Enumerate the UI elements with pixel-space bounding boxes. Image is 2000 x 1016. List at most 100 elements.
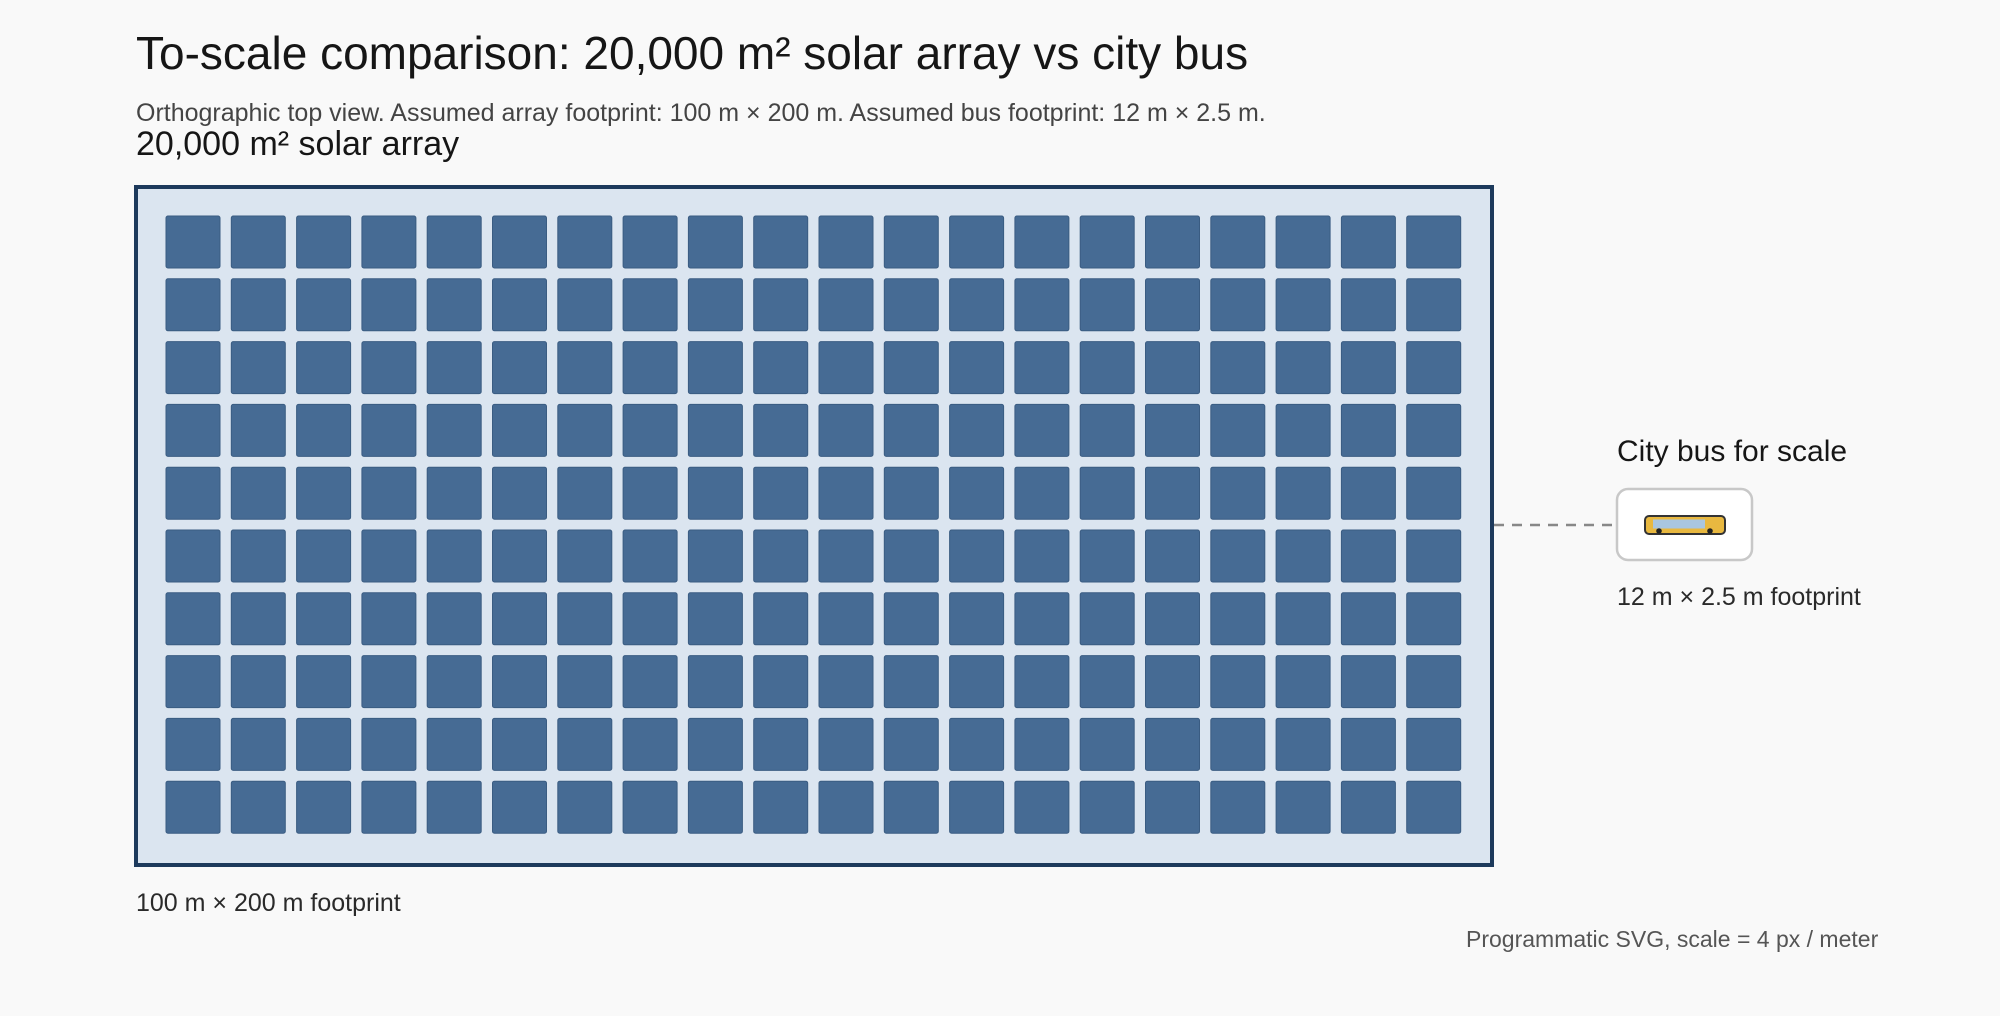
- solar-panel: [883, 592, 939, 646]
- solar-panel: [426, 278, 482, 332]
- solar-panel: [753, 655, 809, 709]
- solar-panel: [1210, 341, 1266, 395]
- solar-panel: [622, 592, 678, 646]
- solar-panel: [1145, 529, 1200, 583]
- solar-panel: [296, 278, 352, 332]
- solar-panel: [1210, 278, 1266, 332]
- solar-panel: [1406, 529, 1462, 583]
- solar-panel: [753, 592, 809, 646]
- solar-panel: [883, 341, 939, 395]
- bus-rear-wheel: [1707, 528, 1713, 534]
- solar-panel: [557, 466, 613, 520]
- solar-panel: [492, 466, 547, 520]
- solar-panel: [230, 403, 286, 457]
- solar-panel: [1406, 215, 1462, 269]
- solar-panel: [1406, 592, 1462, 646]
- solar-panel: [230, 341, 286, 395]
- solar-panel: [1210, 592, 1266, 646]
- solar-panel: [1340, 215, 1396, 269]
- solar-panel: [1079, 466, 1135, 520]
- solar-panel: [492, 215, 547, 269]
- solar-panel: [1014, 592, 1070, 646]
- solar-panel: [687, 403, 743, 457]
- solar-array-footprint-label: 100 m × 200 m footprint: [136, 889, 401, 917]
- solar-panel: [1079, 780, 1135, 834]
- solar-panel: [1210, 529, 1266, 583]
- solar-panel: [687, 529, 743, 583]
- solar-panel: [753, 717, 809, 771]
- solar-panel: [1210, 717, 1266, 771]
- bus-footprint-label: 12 m × 2.5 m footprint: [1617, 583, 1861, 611]
- solar-panel: [1079, 341, 1135, 395]
- solar-panel: [1275, 529, 1331, 583]
- solar-panel: [1079, 278, 1135, 332]
- solar-panel: [753, 780, 809, 834]
- solar-panel: [622, 278, 678, 332]
- solar-panel: [1014, 341, 1070, 395]
- solar-panel: [1145, 278, 1200, 332]
- solar-panel: [1145, 341, 1200, 395]
- solar-panel: [1406, 466, 1462, 520]
- solar-panel: [1014, 655, 1070, 709]
- solar-panel: [949, 717, 1005, 771]
- solar-panel: [296, 529, 352, 583]
- solar-panel: [1406, 655, 1462, 709]
- solar-panel: [1145, 466, 1200, 520]
- solar-panel: [1340, 341, 1396, 395]
- solar-panel: [557, 592, 613, 646]
- page-subtitle: Orthographic top view. Assumed array foo…: [136, 99, 1266, 127]
- solar-panel: [1145, 717, 1200, 771]
- solar-panel: [1340, 655, 1396, 709]
- solar-panel: [1014, 780, 1070, 834]
- solar-panel: [361, 341, 417, 395]
- solar-panel: [949, 403, 1005, 457]
- solar-panel: [949, 341, 1005, 395]
- solar-panel: [1340, 466, 1396, 520]
- solar-panel: [426, 529, 482, 583]
- solar-panel: [1275, 466, 1331, 520]
- solar-panel: [296, 592, 352, 646]
- solar-panel: [753, 341, 809, 395]
- solar-panel: [426, 780, 482, 834]
- solar-panel: [753, 215, 809, 269]
- solar-panel: [361, 215, 417, 269]
- solar-panel: [1210, 780, 1266, 834]
- solar-panel: [361, 529, 417, 583]
- solar-panel: [426, 341, 482, 395]
- solar-panel: [622, 529, 678, 583]
- page-title: To-scale comparison: 20,000 m² solar arr…: [136, 27, 1249, 79]
- solar-panel: [492, 592, 547, 646]
- solar-panel: [1275, 592, 1331, 646]
- solar-panel: [557, 780, 613, 834]
- solar-panel: [230, 278, 286, 332]
- solar-panel: [165, 529, 221, 583]
- solar-panel: [818, 592, 874, 646]
- solar-panel: [1210, 403, 1266, 457]
- solar-panel-grid: [165, 215, 1462, 834]
- solar-panel: [557, 403, 613, 457]
- solar-panel: [883, 655, 939, 709]
- solar-panel: [818, 717, 874, 771]
- solar-panel: [1275, 341, 1331, 395]
- solar-panel: [1014, 717, 1070, 771]
- solar-array-label: 20,000 m² solar array: [136, 125, 460, 163]
- solar-panel: [818, 215, 874, 269]
- solar-panel: [883, 278, 939, 332]
- bus-window-strip: [1653, 519, 1705, 529]
- solar-panel: [1014, 278, 1070, 332]
- solar-panel: [687, 341, 743, 395]
- solar-panel: [557, 655, 613, 709]
- solar-panel: [230, 466, 286, 520]
- solar-panel: [296, 215, 352, 269]
- solar-panel: [622, 780, 678, 834]
- solar-panel: [230, 780, 286, 834]
- solar-panel: [1079, 655, 1135, 709]
- solar-panel: [687, 780, 743, 834]
- solar-panel: [883, 466, 939, 520]
- solar-panel: [361, 717, 417, 771]
- solar-panel: [753, 466, 809, 520]
- solar-panel: [949, 655, 1005, 709]
- solar-panel: [296, 341, 352, 395]
- solar-panel: [426, 466, 482, 520]
- solar-panel: [1145, 655, 1200, 709]
